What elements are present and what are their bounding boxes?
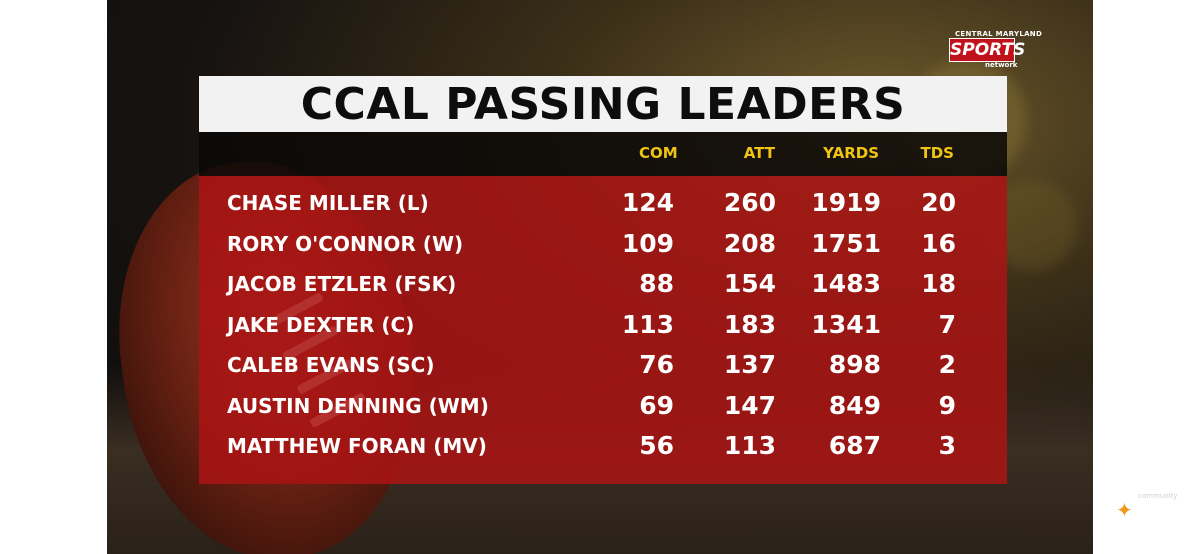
stat-tds: 7 <box>938 309 956 339</box>
stat-tds: 9 <box>938 390 956 420</box>
table-row: JACOB ETZLER (FSK) 88 154 1483 18 <box>199 265 1007 305</box>
stat-tds: 20 <box>921 188 956 217</box>
watermark-line1: community <box>1138 492 1178 500</box>
stat-com: 56 <box>639 431 674 460</box>
stat-com: 113 <box>621 309 674 339</box>
column-header-tds: TDS <box>920 144 955 162</box>
stat-yards: 849 <box>828 390 881 420</box>
stat-tds: 3 <box>938 431 956 460</box>
logo-main-text: SPORTS <box>949 38 1026 62</box>
stat-tds: 2 <box>938 350 956 379</box>
title-bar: CCAL PASSING LEADERS <box>199 76 1007 132</box>
graphic-title: CCAL PASSING LEADERS <box>300 78 906 130</box>
player-name: JAKE DEXTER (C) <box>227 312 415 337</box>
stat-yards: 687 <box>828 431 881 460</box>
player-name: CALEB EVANS (SC) <box>227 353 435 377</box>
stat-att: 147 <box>723 390 776 420</box>
leaders-table: CHASE MILLER (L) 124 260 1919 20 RORY O'CONNO… <box>199 176 1007 484</box>
table-row: RORY O'CONNOR (W) 109 208 1751 16 <box>199 225 1007 265</box>
table-row: CALEB EVANS (SC) 76 137 898 2 <box>199 346 1007 386</box>
stat-yards: 1341 <box>811 309 881 339</box>
logo-top-text: CENTRAL MARYLAND <box>955 30 1043 38</box>
column-header-com: COM <box>639 144 678 162</box>
watermark-line2: media <box>1138 500 1180 514</box>
stats-graphic: CCAL PASSING LEADERS COM ATT YARDS TDS C… <box>199 72 1007 484</box>
stat-yards: 898 <box>828 350 881 379</box>
table-row: CHASE MILLER (L) 124 260 1919 20 <box>199 184 1007 224</box>
player-name: CHASE MILLER (L) <box>227 191 429 215</box>
stat-tds: 18 <box>921 269 956 298</box>
table-row: AUSTIN DENNING (WM) 69 147 849 9 <box>199 387 1007 427</box>
column-header-yards: YARDS <box>823 144 879 162</box>
player-name: AUSTIN DENNING (WM) <box>227 393 489 418</box>
stat-com: 109 <box>621 228 674 258</box>
community-media-center-watermark: ✦ community media center <box>1116 492 1196 532</box>
column-header-row: COM ATT YARDS TDS <box>199 132 1007 176</box>
column-header-att: ATT <box>743 144 775 162</box>
stat-com: 76 <box>639 350 674 379</box>
stat-yards: 1483 <box>811 269 881 298</box>
player-name: RORY O'CONNOR (W) <box>227 231 464 256</box>
stat-att: 154 <box>723 269 776 298</box>
stat-att: 208 <box>723 228 776 258</box>
stat-att: 183 <box>723 309 776 339</box>
stat-att: 113 <box>723 431 776 460</box>
watermark-line3: center <box>1138 514 1178 527</box>
stat-att: 260 <box>723 188 776 217</box>
stat-tds: 16 <box>921 228 956 258</box>
stat-yards: 1919 <box>811 188 881 217</box>
table-row: JAKE DEXTER (C) 113 183 1341 7 <box>199 306 1007 346</box>
stat-com: 69 <box>639 390 674 420</box>
player-name: MATTHEW FORAN (MV) <box>227 434 487 458</box>
stat-com: 124 <box>621 188 674 217</box>
table-row: MATTHEW FORAN (MV) 56 113 687 3 <box>199 427 1007 467</box>
stat-yards: 1751 <box>811 228 881 258</box>
stat-com: 88 <box>639 269 674 298</box>
sports-network-logo: CENTRAL MARYLAND SPORTS network <box>949 30 1069 72</box>
player-name: JACOB ETZLER (FSK) <box>227 272 457 296</box>
stat-att: 137 <box>723 350 776 379</box>
running-figure-icon: ✦ <box>1116 498 1133 522</box>
logo-sub-text: network <box>985 61 1018 69</box>
